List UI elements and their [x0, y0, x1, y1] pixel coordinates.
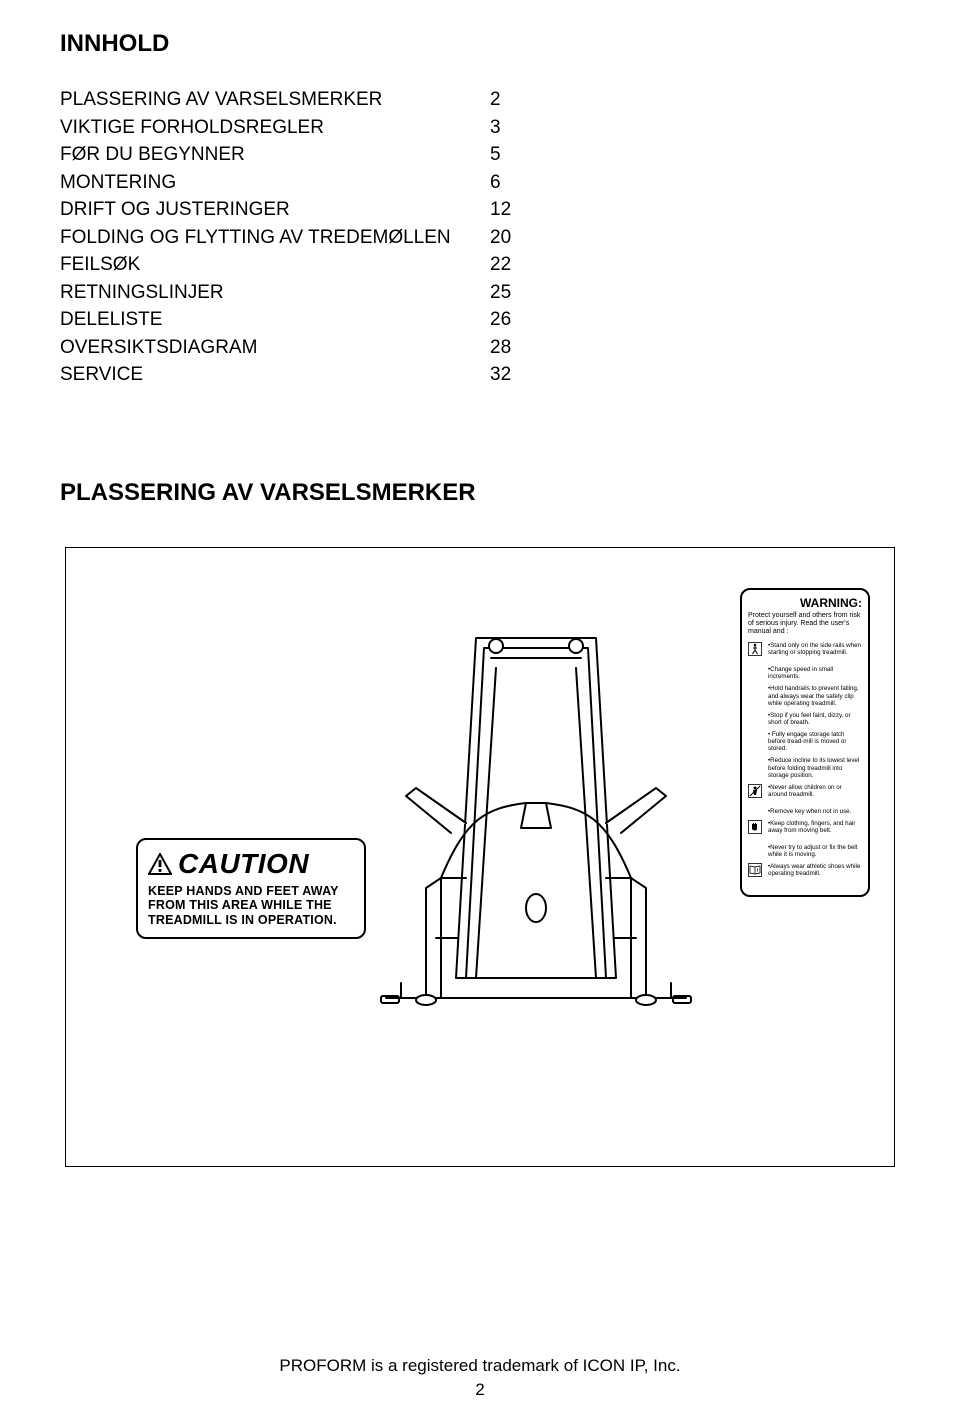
- hand-hazard-icon: [748, 820, 764, 839]
- footer-trademark: PROFORM is a registered trademark of ICO…: [0, 1356, 960, 1376]
- warning-item: •Hold handrails to prevent falling, and …: [748, 685, 862, 706]
- no-children-icon: [748, 784, 764, 803]
- toc-page: 26: [490, 306, 530, 334]
- no-icon: [748, 685, 764, 706]
- toc-label: DRIFT OG JUSTERINGER: [60, 196, 490, 224]
- toc-label: FOLDING OG FLYTTING AV TREDEMØLLEN: [60, 224, 490, 252]
- toc-page: 2: [490, 86, 530, 114]
- warning-title: WARNING:: [748, 596, 862, 610]
- no-icon: [748, 757, 764, 778]
- caution-body: KEEP HANDS AND FEET AWAY FROM THIS AREA …: [148, 884, 354, 927]
- toc-page: 12: [490, 196, 530, 224]
- warning-item-text: •Never allow children on or around tread…: [768, 784, 862, 803]
- diagram-frame: CAUTION KEEP HANDS AND FEET AWAY FROM TH…: [65, 547, 895, 1167]
- toc-page: 32: [490, 361, 530, 389]
- warning-triangle-icon: [148, 853, 172, 875]
- toc-row: FEILSØK22: [60, 251, 900, 279]
- no-icon: [748, 712, 764, 726]
- toc-page: 3: [490, 114, 530, 142]
- section-heading: PLASSERING AV VARSELSMERKER: [60, 479, 900, 507]
- toc-page: 20: [490, 224, 530, 252]
- no-icon: [748, 808, 764, 815]
- warning-item: •Reduce incline to its lowest level befo…: [748, 757, 862, 778]
- toc-label: FØR DU BEGYNNER: [60, 141, 490, 169]
- warning-item: • Fully engage storage latch before trea…: [748, 731, 862, 752]
- toc-page: 28: [490, 334, 530, 362]
- warning-item-text: •Never try to adjust or fix the belt whi…: [768, 844, 862, 858]
- toc-label: DELELISTE: [60, 306, 490, 334]
- page-title: INNHOLD: [60, 30, 900, 58]
- toc-label: OVERSIKTSDIAGRAM: [60, 334, 490, 362]
- toc-label: SERVICE: [60, 361, 490, 389]
- warning-item: •Change speed in small increments.: [748, 666, 862, 680]
- read-manual-icon: i: [748, 863, 764, 882]
- page-number: 2: [0, 1380, 960, 1400]
- warning-label: WARNING: Protect yourself and others fro…: [740, 588, 870, 897]
- warning-item: •Stand only on the side rails when start…: [748, 642, 862, 661]
- warning-item-text: •Keep clothing, fingers, and hair away f…: [768, 820, 862, 839]
- warning-item-text: •Always wear athletic shoes while operat…: [768, 863, 862, 882]
- warning-intro: Protect yourself and others from risk of…: [748, 612, 862, 636]
- toc-row: PLASSERING AV VARSELSMERKER2: [60, 86, 900, 114]
- toc-row: SERVICE32: [60, 361, 900, 389]
- warning-item-text: •Stop if you feel faint, dizzy, or short…: [768, 712, 862, 726]
- table-of-contents: PLASSERING AV VARSELSMERKER2 VIKTIGE FOR…: [60, 86, 900, 389]
- warning-item: •Never allow children on or around tread…: [748, 784, 862, 803]
- toc-page: 6: [490, 169, 530, 197]
- toc-row: MONTERING6: [60, 169, 900, 197]
- toc-label: RETNINGSLINJER: [60, 279, 490, 307]
- svg-text:i: i: [757, 869, 759, 874]
- person-on-rails-icon: [748, 642, 764, 661]
- toc-row: FØR DU BEGYNNER5: [60, 141, 900, 169]
- warning-item: •Stop if you feel faint, dizzy, or short…: [748, 712, 862, 726]
- toc-row: FOLDING OG FLYTTING AV TREDEMØLLEN20: [60, 224, 900, 252]
- warning-item-text: •Remove key when not in use.: [768, 808, 851, 815]
- warning-item: •Keep clothing, fingers, and hair away f…: [748, 820, 862, 839]
- toc-label: VIKTIGE FORHOLDSREGLER: [60, 114, 490, 142]
- toc-row: DRIFT OG JUSTERINGER12: [60, 196, 900, 224]
- no-icon: [748, 844, 764, 858]
- toc-label: PLASSERING AV VARSELSMERKER: [60, 86, 490, 114]
- toc-row: OVERSIKTSDIAGRAM28: [60, 334, 900, 362]
- toc-row: DELELISTE26: [60, 306, 900, 334]
- warning-item: •Never try to adjust or fix the belt whi…: [748, 844, 862, 858]
- toc-label: MONTERING: [60, 169, 490, 197]
- toc-row: RETNINGSLINJER25: [60, 279, 900, 307]
- treadmill-illustration: [346, 578, 726, 1038]
- caution-label: CAUTION KEEP HANDS AND FEET AWAY FROM TH…: [136, 838, 366, 939]
- warning-item-text: •Hold handrails to prevent falling, and …: [768, 685, 862, 706]
- toc-label: FEILSØK: [60, 251, 490, 279]
- caution-title: CAUTION: [178, 848, 309, 880]
- no-icon: [748, 731, 764, 752]
- warning-item-text: •Stand only on the side rails when start…: [768, 642, 862, 661]
- toc-row: VIKTIGE FORHOLDSREGLER3: [60, 114, 900, 142]
- no-icon: [748, 666, 764, 680]
- toc-page: 5: [490, 141, 530, 169]
- warning-item-text: • Fully engage storage latch before trea…: [768, 731, 862, 752]
- warning-item: •Remove key when not in use.: [748, 808, 862, 815]
- warning-item-text: •Change speed in small increments.: [768, 666, 862, 680]
- toc-page: 22: [490, 251, 530, 279]
- warning-item-text: •Reduce incline to its lowest level befo…: [768, 757, 862, 778]
- warning-item: i •Always wear athletic shoes while oper…: [748, 863, 862, 882]
- toc-page: 25: [490, 279, 530, 307]
